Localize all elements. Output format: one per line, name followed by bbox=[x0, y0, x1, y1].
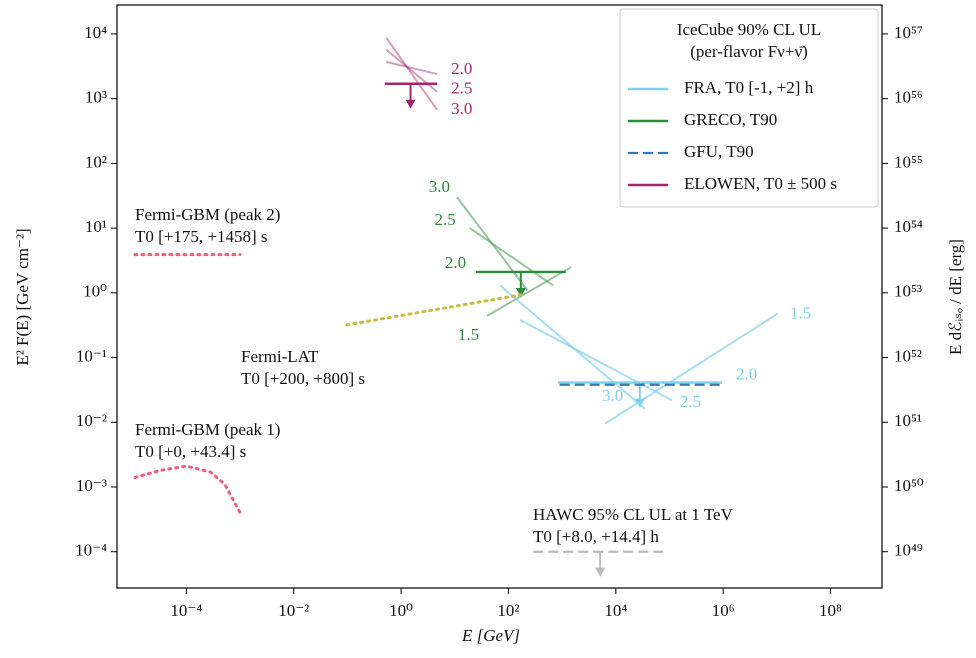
upper-limit-arrowhead bbox=[595, 567, 606, 577]
x-tick-label: 10⁰ bbox=[389, 601, 413, 620]
y2-tick-label: 10⁵⁴ bbox=[894, 217, 923, 236]
spectral-index-label: 1.5 bbox=[790, 303, 811, 322]
legend-label: ELOWEN, T0 ± 500 s bbox=[684, 174, 837, 193]
y-tick-label: 10¹ bbox=[85, 217, 107, 236]
y2-tick-label: 10⁵⁰ bbox=[894, 476, 924, 495]
y2-tick-label: 10⁵³ bbox=[894, 282, 922, 301]
x-tick-label: 10² bbox=[497, 601, 519, 620]
upper-limit-arrowhead bbox=[634, 398, 645, 408]
upper-limit-arrowhead bbox=[515, 287, 526, 297]
spectral-index-label: 3.0 bbox=[429, 177, 450, 196]
annotation: T0 [+200, +800] s bbox=[241, 369, 365, 388]
spectral-index-label: 3.0 bbox=[451, 99, 472, 118]
spectral-index-label: 2.5 bbox=[451, 79, 472, 98]
spectral-index-label: 2.0 bbox=[451, 59, 472, 78]
series-line bbox=[385, 48, 438, 93]
x-tick-label: 10⁻⁴ bbox=[170, 601, 202, 620]
legend-title: (per-flavor Fν+ν̄) bbox=[690, 42, 808, 61]
x-tick-label: 10⁶ bbox=[712, 601, 735, 620]
series-line bbox=[519, 319, 673, 401]
legend-label: FRA, T0 [-1, +2] h bbox=[684, 78, 814, 97]
annotation: HAWC 95% CL UL at 1 TeV bbox=[533, 505, 734, 524]
upper-limit-arrowhead bbox=[405, 99, 416, 109]
y-tick-label: 10³ bbox=[85, 88, 107, 107]
annotation: T0 [+175, +1458] s bbox=[135, 227, 268, 246]
legend-box bbox=[619, 8, 879, 208]
y2-tick-label: 10⁵¹ bbox=[894, 411, 922, 430]
y2-tick-label: 10⁴⁹ bbox=[894, 541, 923, 560]
legend-label: GRECO, T90 bbox=[684, 110, 777, 129]
y-tick-label: 10⁻³ bbox=[76, 476, 107, 495]
main-lines: 2.02.03.02.52.03.02.51.53.0 2.51.5 bbox=[133, 59, 811, 577]
y2-tick-label: 10⁵⁶ bbox=[894, 88, 923, 107]
series-line bbox=[486, 266, 572, 317]
series-line bbox=[345, 293, 523, 327]
spectral-index-label: 1.5 bbox=[458, 325, 479, 344]
plot-frame bbox=[116, 4, 883, 589]
y-tick-label: 10² bbox=[85, 152, 107, 171]
y-tick-label: 10⁰ bbox=[83, 282, 107, 301]
y-axis-label: E² F(E) [GeV cm⁻²] bbox=[13, 228, 32, 365]
legend-title: IceCube 90% CL UL bbox=[677, 20, 821, 39]
y2-axis-label: E dℰᵢₛₒ / dE [erg] bbox=[946, 239, 965, 355]
annotation: T0 [+0, +43.4] s bbox=[135, 442, 246, 461]
x-axis-label: E [GeV] bbox=[461, 626, 520, 645]
annotation: T0 [+8.0, +14.4] h bbox=[533, 527, 659, 546]
annotation: Fermi-LAT bbox=[241, 347, 319, 366]
y2-tick-label: 10⁵⁷ bbox=[894, 23, 923, 42]
y-tick-label: 10⁻² bbox=[76, 411, 107, 430]
series-line bbox=[386, 60, 438, 76]
spectral-index-label: 2.5 bbox=[680, 392, 701, 411]
x-tick-label: 10⁸ bbox=[819, 601, 842, 620]
y-tick-label: 10⁴ bbox=[84, 23, 107, 42]
x-tick-label: 10⁻² bbox=[278, 601, 309, 620]
annotation: Fermi-GBM (peak 1) bbox=[135, 420, 280, 439]
legend-label: GFU, T90 bbox=[684, 142, 754, 161]
y2-tick-label: 10⁵⁵ bbox=[894, 152, 923, 171]
spectral-index-label: 2.0 bbox=[445, 253, 466, 272]
faint-lines bbox=[385, 37, 779, 425]
series-line bbox=[469, 227, 554, 287]
annotation: Fermi-GBM (peak 2) bbox=[135, 205, 280, 224]
spectral-index-label: 2.0 bbox=[736, 365, 757, 384]
series-line bbox=[133, 464, 242, 515]
x-tick-label: 10⁴ bbox=[604, 601, 627, 620]
spectral-index-label: 2.5 bbox=[434, 210, 455, 229]
y-tick-label: 10⁻¹ bbox=[76, 346, 107, 365]
y2-tick-label: 10⁵² bbox=[894, 346, 922, 365]
y-tick-label: 10⁻⁴ bbox=[75, 541, 107, 560]
series-line bbox=[385, 37, 438, 111]
series-line bbox=[604, 312, 779, 425]
spectral-index-label: 3.0 bbox=[602, 386, 623, 405]
